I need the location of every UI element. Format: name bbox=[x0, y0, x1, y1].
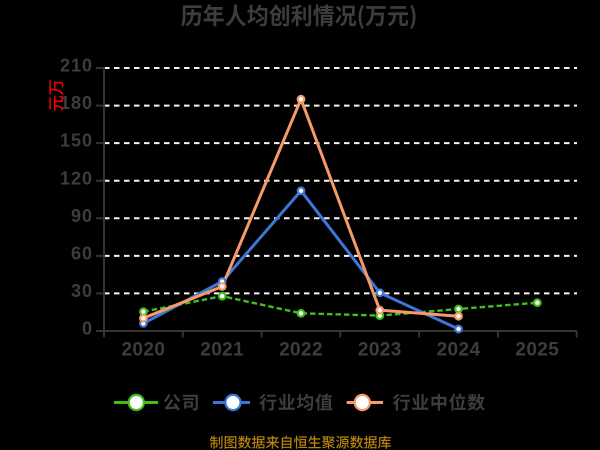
svg-text:210: 210 bbox=[60, 56, 93, 76]
svg-text:2021: 2021 bbox=[200, 339, 244, 360]
svg-text:2025: 2025 bbox=[515, 339, 559, 360]
svg-text:2020: 2020 bbox=[121, 339, 165, 360]
svg-text:2024: 2024 bbox=[437, 339, 481, 360]
svg-text:60: 60 bbox=[71, 243, 93, 263]
svg-text:30: 30 bbox=[71, 281, 93, 301]
svg-text:90: 90 bbox=[71, 206, 93, 226]
svg-text:120: 120 bbox=[60, 168, 93, 188]
svg-text:0: 0 bbox=[82, 319, 93, 339]
svg-text:180: 180 bbox=[60, 93, 93, 113]
svg-text:2023: 2023 bbox=[358, 339, 402, 360]
svg-text:2022: 2022 bbox=[279, 339, 323, 360]
svg-text:150: 150 bbox=[60, 131, 93, 151]
